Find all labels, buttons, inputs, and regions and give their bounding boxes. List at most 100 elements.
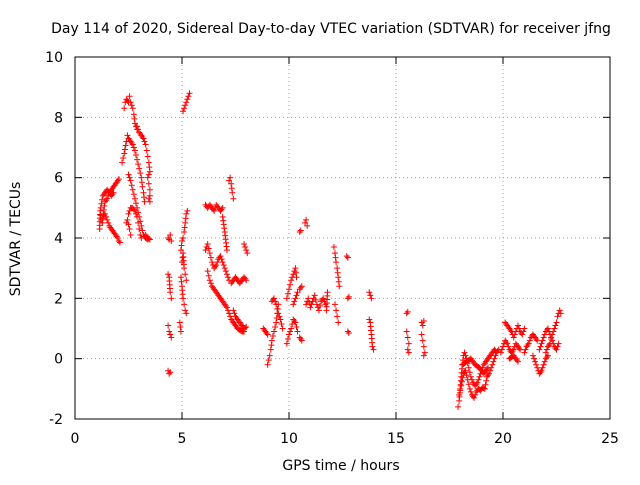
data-point <box>367 292 374 299</box>
data-point <box>264 331 271 338</box>
data-point <box>138 235 145 241</box>
y-tick-label: -2 <box>49 412 63 428</box>
data-point <box>455 403 462 410</box>
data-point <box>542 349 549 356</box>
data-point <box>344 254 351 261</box>
data-point <box>288 325 295 332</box>
data-point <box>465 364 472 371</box>
data-point <box>298 283 305 290</box>
data-point <box>464 376 471 383</box>
data-point <box>204 268 211 275</box>
data-point <box>525 340 532 347</box>
data-point <box>127 99 134 106</box>
data-point <box>140 189 147 196</box>
data-point <box>514 322 521 329</box>
data-point <box>146 198 153 205</box>
data-point <box>230 195 237 202</box>
data-point <box>421 349 428 356</box>
data-point <box>457 387 464 394</box>
data-point <box>500 343 506 350</box>
data-point <box>538 367 545 374</box>
data-point <box>225 307 232 314</box>
data-point <box>269 333 276 340</box>
data-point <box>226 310 233 317</box>
data-point <box>121 146 128 153</box>
x-tick-label: 0 <box>71 431 80 447</box>
data-point <box>308 301 315 308</box>
data-point <box>290 301 297 308</box>
data-point <box>104 195 111 202</box>
data-point <box>511 331 518 338</box>
data-point <box>145 171 152 178</box>
data-point <box>180 235 187 241</box>
x-axis-label: GPS time / hours <box>282 458 399 474</box>
data-point <box>146 168 153 175</box>
data-point <box>522 346 529 353</box>
data-point <box>539 364 546 371</box>
data-point <box>459 374 466 381</box>
data-point <box>332 254 339 261</box>
data-point <box>146 236 153 243</box>
data-point <box>223 247 230 254</box>
data-point <box>541 358 548 365</box>
data-point <box>226 177 233 184</box>
data-point <box>405 340 412 347</box>
data-point <box>225 274 232 281</box>
data-point <box>483 377 490 384</box>
data-point <box>472 391 479 398</box>
data-point <box>536 346 543 353</box>
data-point <box>243 323 250 330</box>
data-point <box>183 277 190 284</box>
data-point <box>510 346 517 353</box>
data-point <box>124 216 131 223</box>
data-point <box>100 206 107 213</box>
data-point <box>182 102 189 109</box>
data-point <box>544 325 551 332</box>
data-point <box>219 259 226 266</box>
data-point <box>267 346 274 353</box>
data-point <box>208 259 215 266</box>
data-point <box>144 153 151 160</box>
data-point <box>489 361 496 368</box>
data-point <box>287 281 294 288</box>
data-point <box>320 295 327 302</box>
data-point <box>103 213 110 220</box>
data-point <box>554 313 561 320</box>
data-point <box>146 186 153 193</box>
data-point <box>220 217 227 224</box>
data-point <box>205 272 212 279</box>
data-point <box>166 370 173 377</box>
data-point <box>122 142 129 149</box>
data-point <box>420 317 427 324</box>
data-point <box>456 391 463 398</box>
data-point <box>284 290 291 297</box>
data-point <box>134 156 141 163</box>
data-point <box>167 369 174 376</box>
data-point <box>135 161 142 168</box>
data-point <box>533 361 540 368</box>
data-point <box>127 231 134 238</box>
data-point <box>313 301 320 308</box>
data-point <box>181 105 188 112</box>
data-point <box>370 346 377 353</box>
data-point <box>185 93 192 100</box>
data-point <box>485 364 492 371</box>
data-point <box>534 364 541 371</box>
data-point <box>480 385 487 392</box>
data-point <box>540 334 547 341</box>
data-point <box>221 225 228 232</box>
data-point <box>120 155 127 162</box>
data-point <box>332 250 339 257</box>
y-tick-label: 0 <box>54 352 63 368</box>
data-point <box>134 123 141 130</box>
data-point <box>297 284 304 291</box>
data-point <box>141 194 148 201</box>
data-point <box>287 328 294 335</box>
data-point <box>131 120 138 127</box>
data-point <box>202 247 209 254</box>
data-point <box>290 271 297 278</box>
data-point <box>178 278 185 285</box>
data-point <box>241 241 248 248</box>
data-point <box>114 235 121 241</box>
data-point <box>272 298 279 305</box>
